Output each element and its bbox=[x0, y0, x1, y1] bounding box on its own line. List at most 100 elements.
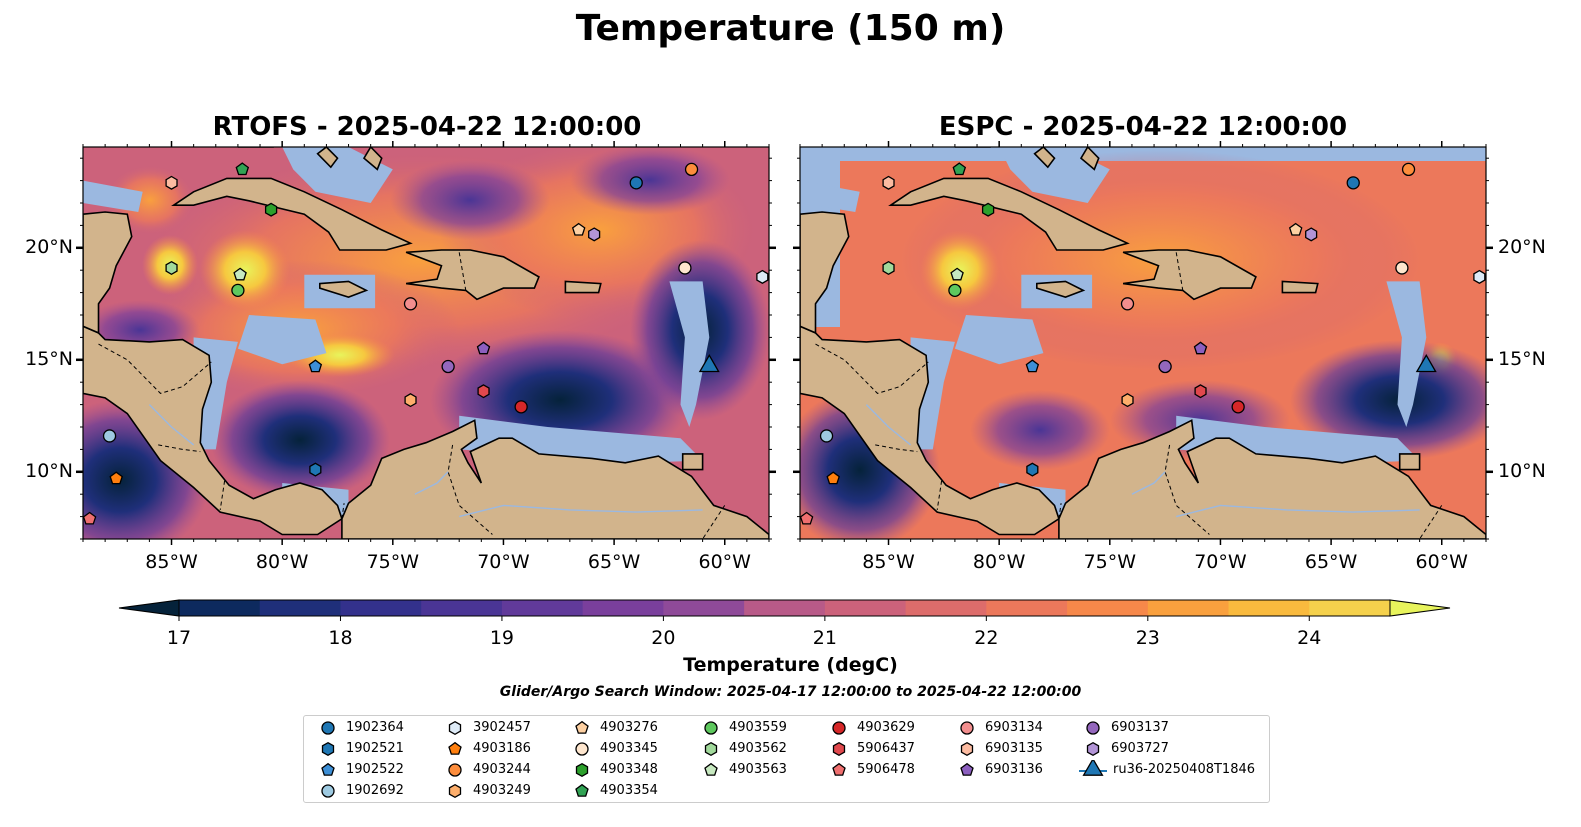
colorbar-extend-low bbox=[118, 599, 180, 617]
legend-float-marker bbox=[448, 720, 462, 736]
shelf-nicaragua_rise bbox=[954, 315, 1044, 365]
x-tick-label: 65°W bbox=[587, 551, 641, 573]
river-1 bbox=[459, 504, 703, 518]
colorbar-extend-high bbox=[1389, 599, 1451, 617]
border-3 bbox=[1058, 503, 1062, 519]
legend-float-marker bbox=[575, 783, 589, 797]
legend-marker bbox=[575, 783, 589, 797]
legend-marker bbox=[960, 741, 974, 757]
colorbar-tick-label: 21 bbox=[812, 627, 837, 649]
river-1 bbox=[1176, 504, 1420, 518]
rtofs-float-marker bbox=[477, 384, 490, 399]
legend-float-marker bbox=[575, 762, 589, 778]
legend-label: 4903345 bbox=[600, 741, 658, 756]
legend-label: 4903629 bbox=[857, 720, 915, 735]
border-0 bbox=[98, 343, 212, 394]
legend-marker bbox=[832, 721, 846, 735]
legend-label: 5906478 bbox=[857, 762, 915, 777]
colorbar-bin bbox=[986, 600, 1068, 616]
legend-marker bbox=[448, 720, 462, 736]
espc-float-marker bbox=[1473, 269, 1486, 284]
colorbar-bin bbox=[1309, 600, 1391, 616]
legend-marker bbox=[575, 742, 589, 756]
rtofs-float-marker bbox=[308, 359, 323, 373]
y-tick-label: 15°N bbox=[1498, 347, 1546, 370]
espc-land bbox=[800, 147, 1486, 539]
colorbar-bin bbox=[1228, 600, 1310, 616]
colorbar-bin bbox=[501, 600, 584, 616]
land-trinidad bbox=[681, 453, 704, 471]
legend-marker bbox=[1079, 760, 1107, 776]
colorbar-bin bbox=[744, 600, 826, 616]
rtofs-float-marker bbox=[233, 267, 247, 281]
legend-float-marker bbox=[960, 721, 974, 735]
colorbar-tick-label: 18 bbox=[328, 627, 353, 649]
espc-float-marker bbox=[1025, 359, 1040, 373]
colorbar-bin bbox=[179, 600, 261, 616]
axis-ticks bbox=[76, 141, 1493, 545]
y-tick-label: 20°N bbox=[1498, 235, 1546, 258]
colorbar-bin bbox=[1067, 600, 1149, 616]
border-1 bbox=[875, 444, 918, 453]
colorbar bbox=[118, 599, 1451, 621]
rtofs-float-marker bbox=[165, 175, 178, 190]
legend-label: 1902521 bbox=[346, 741, 404, 756]
legend-marker bbox=[448, 741, 462, 755]
legend-marker bbox=[704, 721, 718, 735]
espc-float-marker bbox=[1395, 261, 1409, 275]
espc-float-marker bbox=[819, 429, 834, 443]
legend-marker bbox=[321, 721, 335, 735]
legend-label: 1902692 bbox=[346, 783, 404, 798]
border-2 bbox=[219, 480, 226, 510]
colorbar-tick-label: 17 bbox=[166, 627, 192, 649]
shelf-bahamas bbox=[282, 147, 393, 203]
colorbar-bin bbox=[582, 600, 664, 616]
colorbar-frame bbox=[178, 599, 1391, 617]
border-2 bbox=[936, 480, 943, 510]
legend-glider-marker bbox=[1082, 760, 1104, 776]
legend-marker bbox=[448, 763, 462, 777]
shelf-bahamas bbox=[999, 147, 1110, 203]
rtofs-frame bbox=[82, 146, 770, 540]
legend-label: 4903348 bbox=[600, 762, 658, 777]
border-4 bbox=[1164, 444, 1210, 535]
rtofs-float-marker bbox=[82, 511, 97, 525]
search-window-text: Glider/Argo Search Window: 2025-04-17 12… bbox=[499, 684, 1082, 700]
legend-label: 6903137 bbox=[1111, 720, 1169, 735]
land-central_america bbox=[83, 325, 343, 536]
land-yucatan bbox=[83, 211, 133, 335]
espc-panel-title: ESPC - 2025-04-22 12:00:00 bbox=[938, 112, 1348, 142]
land-puerto_rico bbox=[1281, 280, 1319, 294]
espc-float-marker bbox=[1121, 393, 1134, 408]
land-puerto_rico bbox=[564, 280, 602, 294]
legend-marker bbox=[832, 741, 846, 757]
river-2 bbox=[1131, 471, 1166, 495]
x-tick-label: 80°W bbox=[972, 551, 1026, 573]
legend-label: 6903134 bbox=[985, 720, 1043, 735]
land-bahamas2 bbox=[1079, 147, 1100, 171]
espc-float-marker bbox=[952, 162, 967, 176]
legend-marker bbox=[575, 762, 589, 778]
legend-marker bbox=[321, 762, 335, 776]
rtofs-land bbox=[83, 147, 769, 539]
legend-label: 1902364 bbox=[346, 720, 404, 735]
legend-label: 4903562 bbox=[729, 741, 787, 756]
land-trinidad bbox=[1398, 453, 1421, 471]
legend-label: ru36-20250408T1846 bbox=[1113, 762, 1256, 777]
land-hispaniola bbox=[1122, 249, 1257, 301]
colorbar-tick-label: 20 bbox=[651, 627, 676, 649]
x-tick-label: 80°W bbox=[255, 551, 309, 573]
rtofs-float-marker bbox=[235, 162, 250, 176]
land-south_america bbox=[1058, 419, 1486, 539]
legend: 1902364 1902521 1902522 1902692 3902457 49031… bbox=[303, 715, 1270, 803]
colorbar-bin bbox=[340, 600, 422, 616]
x-tick-label: 85°W bbox=[862, 551, 915, 573]
legend-float-marker bbox=[960, 741, 974, 757]
rtofs-float-marker bbox=[309, 462, 322, 477]
river-0 bbox=[148, 404, 195, 446]
figure-title: Temperature (150 m) bbox=[575, 8, 1006, 49]
land-bahamas1 bbox=[316, 147, 339, 169]
legend-float-marker bbox=[960, 762, 974, 776]
land-bahamas1 bbox=[1033, 147, 1056, 169]
